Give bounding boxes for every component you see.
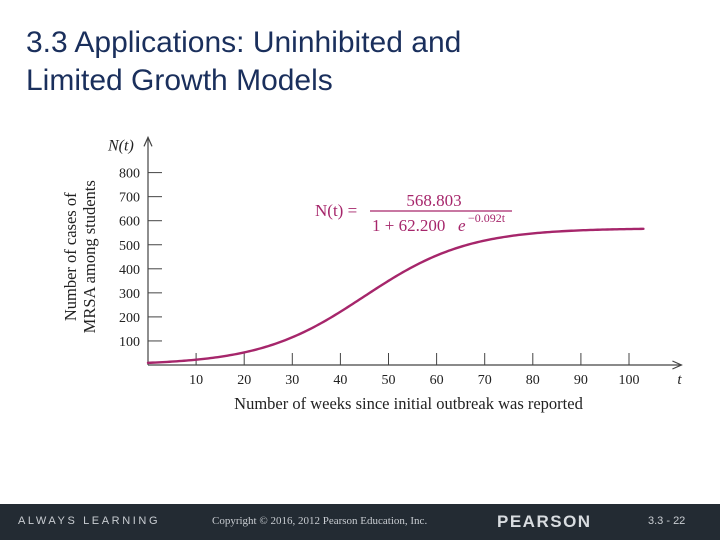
footer-copyright: Copyright © 2016, 2012 Pearson Education… (212, 515, 428, 527)
y-tick-label: 400 (119, 263, 140, 278)
y-tick-label: 500 (119, 239, 140, 254)
y-tick-label: 700 (119, 191, 140, 206)
x-tick-label: 100 (619, 373, 640, 388)
formula-numerator: 568.803 (406, 191, 461, 210)
y-axis-label-line: Number of cases of (61, 192, 80, 321)
formula-denominator: 1 + 62.200 (372, 216, 445, 235)
footer-bar: ALWAYS LEARNING Copyright © 2016, 2012 P… (0, 504, 720, 540)
y-tick-label: 800 (119, 167, 140, 182)
y-axis-label: Number of cases ofMRSA among students (61, 180, 99, 333)
footer-tagline: ALWAYS LEARNING (18, 515, 161, 527)
y-tick-label: 200 (119, 311, 140, 326)
x-tick-label: 20 (237, 373, 251, 388)
y-axis-label-line: MRSA among students (80, 180, 99, 333)
x-tick-label: 30 (285, 373, 299, 388)
y-axis-variable: N(t) (107, 137, 134, 154)
x-axis-arrow (672, 360, 683, 370)
page-number: 3.3 - 22 (648, 515, 686, 527)
y-tick-label: 300 (119, 287, 140, 302)
y-axis-arrow (143, 135, 153, 147)
formula-base: e (458, 216, 466, 235)
x-tick-label: 40 (333, 373, 347, 388)
slide-title-line-2: Limited Growth Models (26, 64, 333, 97)
formula-exponent: −0.092t (468, 211, 506, 225)
x-tick-label: 70 (478, 373, 492, 388)
growth-curve (146, 227, 645, 365)
y-tick-label: 100 (119, 335, 140, 350)
x-axis-variable: t (677, 372, 682, 388)
y-tick-label: 600 (119, 215, 140, 230)
x-tick-label: 50 (382, 373, 396, 388)
x-tick-label: 80 (526, 373, 540, 388)
x-tick-label: 60 (430, 373, 444, 388)
growth-chart: 10 20 30 40 50 60 70 80 90 100 t 100 200 300 400 500 600… (61, 135, 683, 413)
slide-title: 3.3 Applications: Uninhibited and Limite… (26, 24, 706, 100)
x-tick-label: 90 (574, 373, 588, 388)
slide-title-line-1: 3.3 Applications: Uninhibited and (26, 26, 462, 59)
formula-lhs: N(t) = (315, 201, 357, 220)
x-axis-label: Number of weeks since initial outbreak w… (234, 394, 583, 413)
pearson-logo: PEARSON (497, 512, 592, 531)
x-tick-label: 10 (189, 373, 203, 388)
